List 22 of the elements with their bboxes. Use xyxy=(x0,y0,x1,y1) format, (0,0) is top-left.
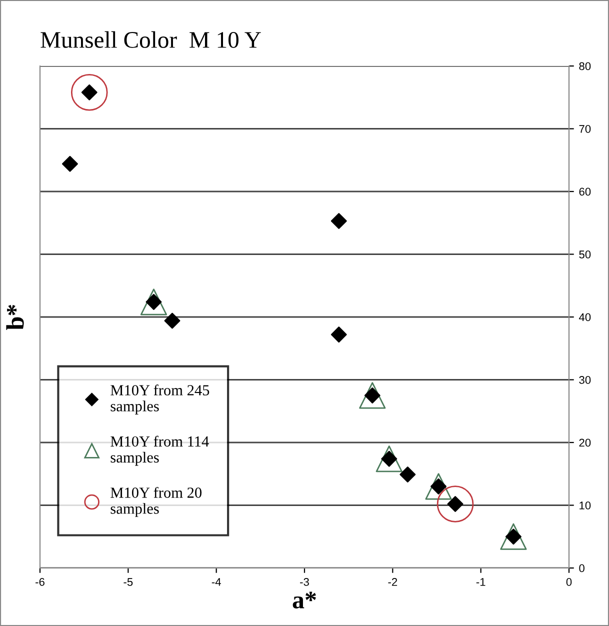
y-tick-label: 10 xyxy=(580,502,591,510)
y-tick-label: 70 xyxy=(579,125,591,133)
y-tick-label: 40 xyxy=(578,313,591,322)
y-tick-label: 60 xyxy=(579,188,591,196)
x-tick-label: -5 xyxy=(124,578,133,586)
y-tick-label: 20 xyxy=(579,438,591,447)
y-tick-label: 80 xyxy=(579,62,591,70)
chart-title: Munsell Color M 10 Y xyxy=(40,31,261,48)
x-tick-label: -2 xyxy=(388,578,398,586)
y-axis-title: b* xyxy=(6,304,24,330)
x-axis-title: a* xyxy=(292,592,316,608)
y-tick-label: 30 xyxy=(579,376,591,384)
legend-label: M10Y from 114 samples xyxy=(110,436,209,466)
x-tick-label: 0 xyxy=(566,578,572,586)
legend-label: M10Y from 245 samples xyxy=(110,384,210,414)
x-tick-label: -6 xyxy=(36,578,44,586)
x-tick-label: -1 xyxy=(476,578,486,586)
legend-label: M10Y from 20 samples xyxy=(110,486,202,517)
x-tick-label: -3 xyxy=(300,578,309,586)
x-tick-label: -4 xyxy=(212,578,221,586)
y-tick-label: 0 xyxy=(579,564,584,572)
y-tick-label: 50 xyxy=(579,250,591,258)
